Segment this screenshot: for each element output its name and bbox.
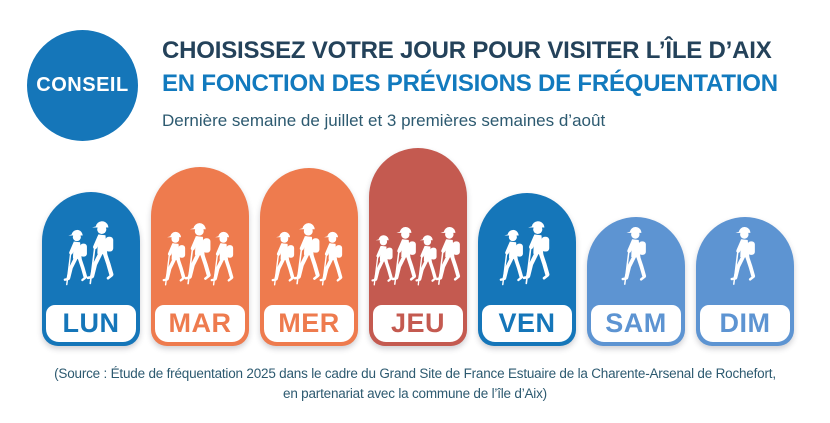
- day-card-dim: DIM: [696, 217, 794, 346]
- day-label-box: DIM: [700, 305, 790, 342]
- hiker-icon: [319, 230, 347, 293]
- day-label-box: VEN: [482, 305, 572, 342]
- day-label: VEN: [498, 308, 556, 338]
- hikers-group: [151, 221, 249, 293]
- hikers-group: [587, 225, 685, 293]
- conseil-badge: CONSEIL: [27, 30, 138, 141]
- hiker-icon: [621, 225, 651, 293]
- hiker-icon: [86, 219, 119, 293]
- day-label: MER: [278, 308, 340, 338]
- source-line-2: en partenariat avec la commune de l’île …: [283, 385, 547, 401]
- day-label: SAM: [605, 308, 667, 338]
- title-line-1: CHOISISSEZ VOTRE JOUR POUR VISITER L’ÎLE…: [162, 37, 772, 64]
- day-card-mar: MAR: [151, 167, 249, 346]
- hiker-icon: [522, 219, 555, 293]
- day-label-box: MER: [264, 305, 354, 342]
- header: CHOISISSEZ VOTRE JOUR POUR VISITER L’ÎLE…: [162, 34, 778, 131]
- day-label: JEU: [390, 308, 446, 338]
- day-card-ven: VEN: [478, 193, 576, 346]
- day-card-jeu: JEU: [369, 148, 467, 346]
- hiker-icon: [730, 225, 760, 293]
- hikers-group: [369, 225, 467, 293]
- day-card-lun: LUN: [42, 192, 140, 346]
- day-label: MAR: [168, 308, 232, 338]
- day-label: LUN: [62, 308, 120, 338]
- hikers-group: [696, 225, 794, 293]
- hiker-icon: [435, 225, 465, 293]
- source-note: (Source : Étude de fréquentation 2025 da…: [0, 364, 830, 403]
- source-line-1: (Source : Étude de fréquentation 2025 da…: [54, 366, 776, 381]
- day-card-mer: MER: [260, 168, 358, 346]
- day-label-box: SAM: [591, 305, 681, 342]
- hiker-icon: [210, 230, 238, 293]
- hikers-group: [42, 219, 140, 293]
- title-line-2: EN FONCTION DES PRÉVISIONS DE FRÉQUENTAT…: [162, 70, 778, 97]
- day-card-sam: SAM: [587, 217, 685, 346]
- hikers-group: [478, 219, 576, 293]
- day-label-box: JEU: [373, 305, 463, 342]
- day-label-box: LUN: [46, 305, 136, 342]
- days-row: LUN MAR MER JEU VEN SAM DIM: [42, 148, 794, 346]
- conseil-badge-label: CONSEIL: [36, 74, 129, 96]
- hikers-group: [260, 221, 358, 293]
- subtitle: Dernière semaine de juillet et 3 premièr…: [162, 111, 606, 130]
- day-label: DIM: [719, 308, 771, 338]
- day-label-box: MAR: [155, 305, 245, 342]
